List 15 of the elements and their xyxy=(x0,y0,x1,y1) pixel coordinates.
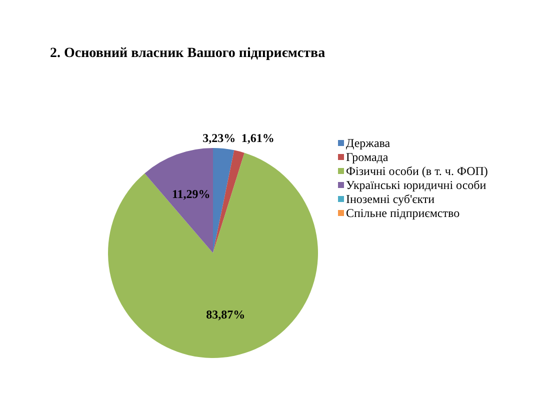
legend-label: Фізичні особи (в т. ч. ФОП) xyxy=(346,164,488,178)
pie-slice xyxy=(144,148,213,253)
pie-slice xyxy=(108,152,318,358)
legend-label: Держава xyxy=(346,136,390,150)
chart-title: 2. Основний власник Вашого підприємства xyxy=(50,46,326,62)
data-label: 11,29% xyxy=(172,186,210,201)
legend-label: Українські юридичні особи xyxy=(346,178,486,192)
pie-slice xyxy=(213,148,234,253)
data-label: 1,61% xyxy=(241,131,274,145)
legend-label: Спільне підприємство xyxy=(346,206,460,220)
pie-slice xyxy=(213,150,244,253)
data-label: 83,87% xyxy=(206,308,246,322)
legend-label: Громада xyxy=(346,150,388,164)
data-label: 3,23% xyxy=(202,131,236,145)
legend-label: Іноземні суб'єкти xyxy=(346,192,435,206)
